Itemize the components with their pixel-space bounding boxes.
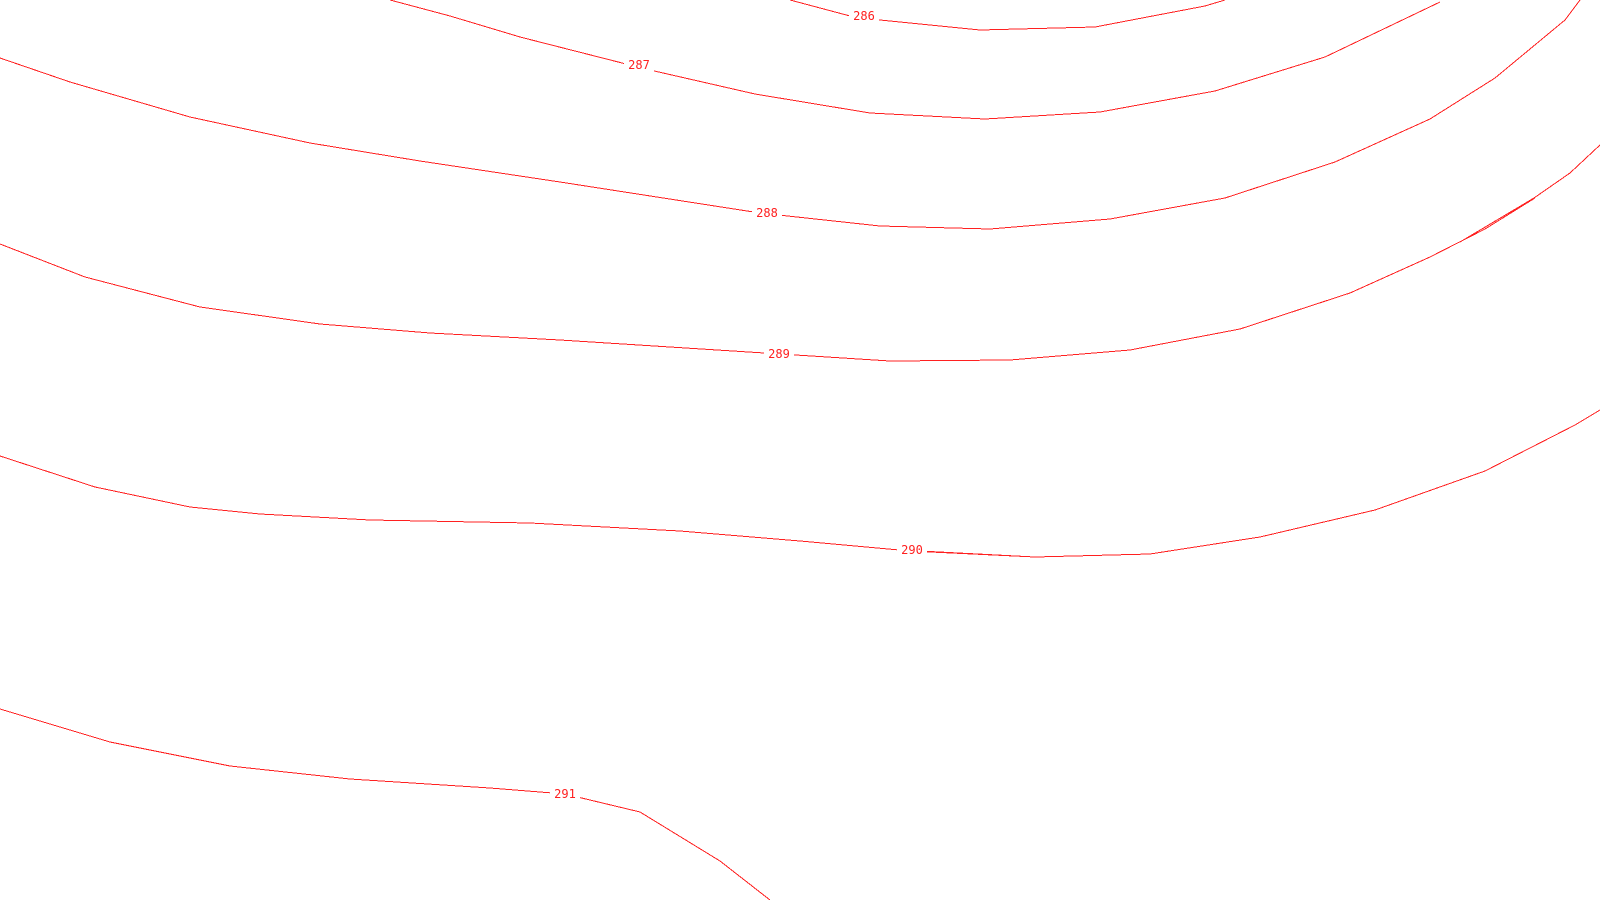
contour-label-286: 286 (853, 9, 875, 23)
contour-label-287: 287 (628, 58, 650, 72)
contour-289: 289 (0, 197, 1536, 362)
contour-291: 291 (0, 708, 771, 900)
contour-label-291: 291 (554, 787, 576, 801)
contour-288: 288 (0, 0, 1581, 230)
contour-label-290: 290 (901, 543, 923, 557)
contour-label-288: 288 (756, 206, 778, 220)
contour-label-289: 289 (768, 347, 790, 361)
contour-287: 287 (389, 0, 1441, 120)
contour-290: 290 (0, 409, 1600, 558)
contour-unlabeled-upper (1459, 144, 1600, 243)
contour-286: 286 (789, 0, 1226, 31)
